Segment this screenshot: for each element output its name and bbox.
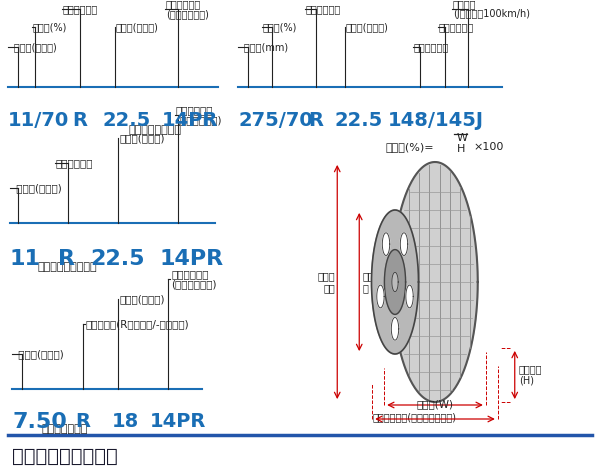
- Text: リム径(インチ): リム径(インチ): [116, 22, 159, 32]
- Text: H: H: [457, 144, 466, 154]
- Text: (J最高速度100km/h): (J最高速度100km/h): [453, 9, 530, 19]
- Polygon shape: [391, 318, 399, 340]
- Text: 11: 11: [10, 249, 41, 269]
- Text: ラジアル構造: ラジアル構造: [306, 4, 341, 14]
- Text: 断面幅(W): 断面幅(W): [416, 399, 454, 409]
- Text: 275/70: 275/70: [238, 111, 313, 130]
- Text: 単輪荷重指数: 単輪荷重指数: [414, 42, 449, 52]
- Text: タイヤサイズの見方: タイヤサイズの見方: [12, 447, 118, 466]
- Text: R: R: [75, 412, 90, 431]
- Text: ─断面幅(インチ): ─断面幅(インチ): [10, 183, 62, 193]
- Text: R: R: [58, 249, 75, 269]
- Text: チューブタイプ: チューブタイプ: [42, 424, 88, 434]
- Text: 偏平チューブレス: 偏平チューブレス: [128, 125, 182, 135]
- Text: 22.5: 22.5: [335, 111, 383, 130]
- Text: ─断面幅(インチ): ─断面幅(インチ): [8, 42, 57, 52]
- Text: 複輪荷重指数: 複輪荷重指数: [439, 22, 474, 32]
- Text: ラジアル構造: ラジアル構造: [56, 158, 94, 168]
- Polygon shape: [371, 210, 419, 354]
- Text: (タイヤの強度): (タイヤの強度): [171, 279, 217, 289]
- Text: 148/145J: 148/145J: [388, 111, 484, 130]
- Text: W: W: [457, 133, 468, 143]
- Text: チューブレスタイプ: チューブレスタイプ: [38, 262, 98, 272]
- Text: リム径(インチ): リム径(インチ): [119, 294, 164, 304]
- Polygon shape: [382, 233, 390, 255]
- Text: 偏平率(%): 偏平率(%): [33, 22, 67, 32]
- Text: プライの表示: プライの表示: [171, 269, 209, 279]
- Polygon shape: [392, 272, 398, 292]
- Text: ─断面幅(インチ): ─断面幅(インチ): [12, 349, 64, 359]
- Text: 14PR: 14PR: [162, 111, 218, 130]
- Text: 22.5: 22.5: [90, 249, 145, 269]
- Text: 7.50: 7.50: [12, 412, 67, 432]
- Text: プライの表示: プライの表示: [176, 105, 214, 115]
- Text: タイヤ構造(Rラジアル/-バイアス): タイヤ構造(Rラジアル/-バイアス): [86, 319, 190, 329]
- Polygon shape: [400, 233, 407, 255]
- Text: ×100: ×100: [473, 142, 503, 152]
- Text: 速度表示: 速度表示: [453, 0, 476, 9]
- Polygon shape: [406, 285, 413, 308]
- Text: 22.5: 22.5: [103, 111, 151, 130]
- Text: リム
径: リム 径: [362, 271, 374, 293]
- Text: 偏平率(%): 偏平率(%): [263, 22, 298, 32]
- Text: ラジアル構造: ラジアル構造: [63, 4, 98, 14]
- Polygon shape: [392, 162, 478, 402]
- Text: 14PR: 14PR: [160, 249, 224, 269]
- Text: リム径(インチ): リム径(インチ): [346, 22, 389, 32]
- Polygon shape: [385, 249, 406, 314]
- Text: 18: 18: [112, 412, 139, 431]
- Text: 14PR: 14PR: [150, 412, 206, 431]
- Text: 11/70: 11/70: [8, 111, 69, 130]
- Text: 偏平率(%)=: 偏平率(%)=: [385, 142, 434, 152]
- Text: R: R: [308, 111, 323, 130]
- Text: (タイヤの強度): (タイヤの強度): [176, 115, 221, 125]
- Text: タイヤの総幅(文字高さを含む): タイヤの総幅(文字高さを含む): [373, 412, 457, 422]
- Text: ─断面幅(mm): ─断面幅(mm): [238, 42, 288, 52]
- Text: リム径(インチ): リム径(インチ): [119, 133, 164, 143]
- Text: 断面高さ
(H): 断面高さ (H): [519, 364, 542, 386]
- Text: タイヤ
外径: タイヤ 外径: [317, 271, 335, 293]
- Text: R: R: [72, 111, 87, 130]
- Text: プライの表示: プライの表示: [166, 0, 201, 9]
- Text: (タイヤの強度): (タイヤの強度): [166, 9, 209, 19]
- Polygon shape: [377, 285, 384, 308]
